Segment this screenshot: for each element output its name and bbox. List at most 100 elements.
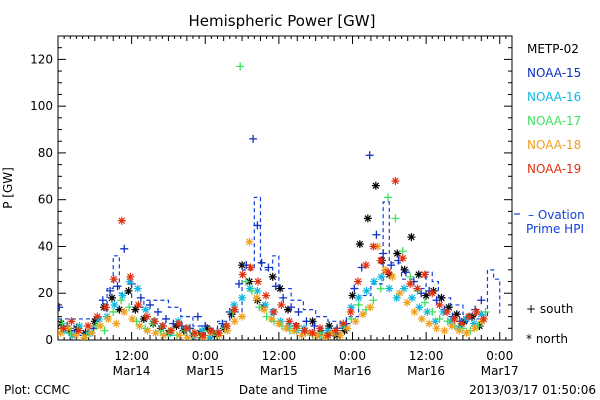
- series-noaa-18: [58, 237, 486, 340]
- data-point-north: [80, 333, 89, 340]
- data-point-north: [432, 324, 441, 333]
- x-tick-label-time: 0:00: [192, 349, 219, 363]
- data-point-south: [136, 293, 145, 302]
- data-point-north: [84, 321, 93, 330]
- y-tick-label: 80: [38, 146, 53, 160]
- data-point-north: [413, 284, 422, 293]
- data-point-north: [253, 286, 262, 295]
- data-point-north: [60, 326, 69, 335]
- data-point-north: [355, 240, 364, 249]
- data-point-north: [191, 331, 200, 340]
- data-point-north: [103, 312, 112, 321]
- data-point-south: [435, 314, 444, 323]
- legend-entry: NOAA-15: [527, 66, 581, 80]
- data-point-north: [406, 279, 415, 288]
- data-point-south: [146, 300, 155, 309]
- data-point-north: [118, 291, 127, 300]
- data-point-north: [300, 324, 309, 333]
- data-point-north: [437, 293, 446, 302]
- data-point-south: [428, 307, 437, 316]
- data-point-north: [96, 321, 105, 330]
- series-noaa-19: [59, 176, 488, 340]
- data-point-north: [358, 310, 367, 319]
- data-point-south: [201, 321, 210, 330]
- x-tick-label-time: 0:00: [339, 349, 366, 363]
- plot-timestamp: 2013/03/17 01:50:06: [469, 383, 596, 397]
- y-axis: 0 20 40 60 80 100 120: [30, 47, 512, 347]
- data-point-south: [384, 193, 393, 202]
- data-point-north: [198, 326, 207, 335]
- data-point-north: [308, 317, 317, 326]
- data-point-south: [58, 303, 64, 312]
- data-point-south: [247, 286, 256, 295]
- data-point-north: [126, 272, 135, 281]
- x-tick-label-date: Mar14: [113, 364, 151, 378]
- data-point-north: [425, 319, 434, 328]
- data-point-north: [457, 319, 466, 328]
- data-point-north: [300, 326, 309, 335]
- data-point-north: [246, 284, 255, 293]
- data-point-south: [401, 268, 410, 277]
- data-point-north: [354, 293, 363, 302]
- data-point-north: [142, 312, 151, 321]
- data-point-north: [384, 268, 393, 277]
- data-point-north: [290, 326, 299, 335]
- data-point-north: [423, 307, 432, 316]
- data-point-north: [392, 293, 401, 302]
- data-point-north: [223, 326, 232, 335]
- data-point-north: [400, 265, 409, 274]
- legend-entry: NOAA-16: [527, 90, 581, 104]
- data-point-north: [175, 331, 184, 340]
- data-point-north: [120, 307, 129, 316]
- data-point-north: [323, 326, 332, 335]
- data-point-north: [363, 214, 372, 223]
- data-point-north: [417, 314, 426, 323]
- data-point-north: [203, 324, 212, 333]
- south-marker-label: + south: [526, 302, 573, 316]
- y-tick-label: 100: [30, 99, 53, 113]
- data-point-south: [350, 284, 359, 293]
- data-point-south: [271, 282, 280, 291]
- data-point-north: [403, 298, 412, 307]
- data-point-south: [369, 296, 378, 305]
- data-point-south: [249, 134, 258, 143]
- data-point-north: [238, 270, 247, 279]
- data-point-south: [302, 317, 311, 326]
- data-point-south: [365, 151, 374, 160]
- data-point-north: [124, 286, 133, 295]
- y-axis-label: P [GW]: [1, 167, 15, 209]
- legend: METP-02 NOAA-15 NOAA-16 NOAA-17 NOAA-18 NOAA-…: [527, 42, 581, 176]
- data-point-north: [393, 249, 402, 258]
- data-point-north: [274, 319, 283, 328]
- data-point-south: [154, 307, 163, 316]
- data-point-north: [222, 321, 231, 330]
- data-point-north: [183, 333, 192, 340]
- data-point-north: [75, 321, 84, 330]
- data-point-north: [351, 317, 360, 326]
- data-point-north: [414, 270, 423, 279]
- data-point-north: [472, 307, 481, 316]
- data-point-north: [422, 291, 431, 300]
- ovation-label-line1: – Ovation: [528, 208, 585, 222]
- data-point-south: [279, 293, 288, 302]
- x-tick-label-time: 12:00: [409, 349, 444, 363]
- series-layer: [58, 62, 490, 340]
- data-point-north: [395, 289, 404, 298]
- data-point-north: [253, 296, 262, 305]
- data-point-north: [112, 319, 121, 328]
- data-point-north: [292, 321, 301, 330]
- data-point-north: [59, 324, 68, 333]
- data-point-north: [117, 216, 126, 225]
- data-point-north: [261, 300, 270, 309]
- data-point-north: [238, 293, 247, 302]
- data-point-north: [58, 328, 65, 337]
- data-point-north: [128, 314, 137, 323]
- data-point-north: [348, 291, 357, 300]
- x-tick-label-time: 12:00: [262, 349, 297, 363]
- data-point-north: [269, 307, 278, 316]
- ovation-hpi-line: [58, 196, 501, 329]
- data-point-north: [376, 256, 385, 265]
- data-point-north: [252, 293, 261, 302]
- data-point-north: [135, 321, 144, 330]
